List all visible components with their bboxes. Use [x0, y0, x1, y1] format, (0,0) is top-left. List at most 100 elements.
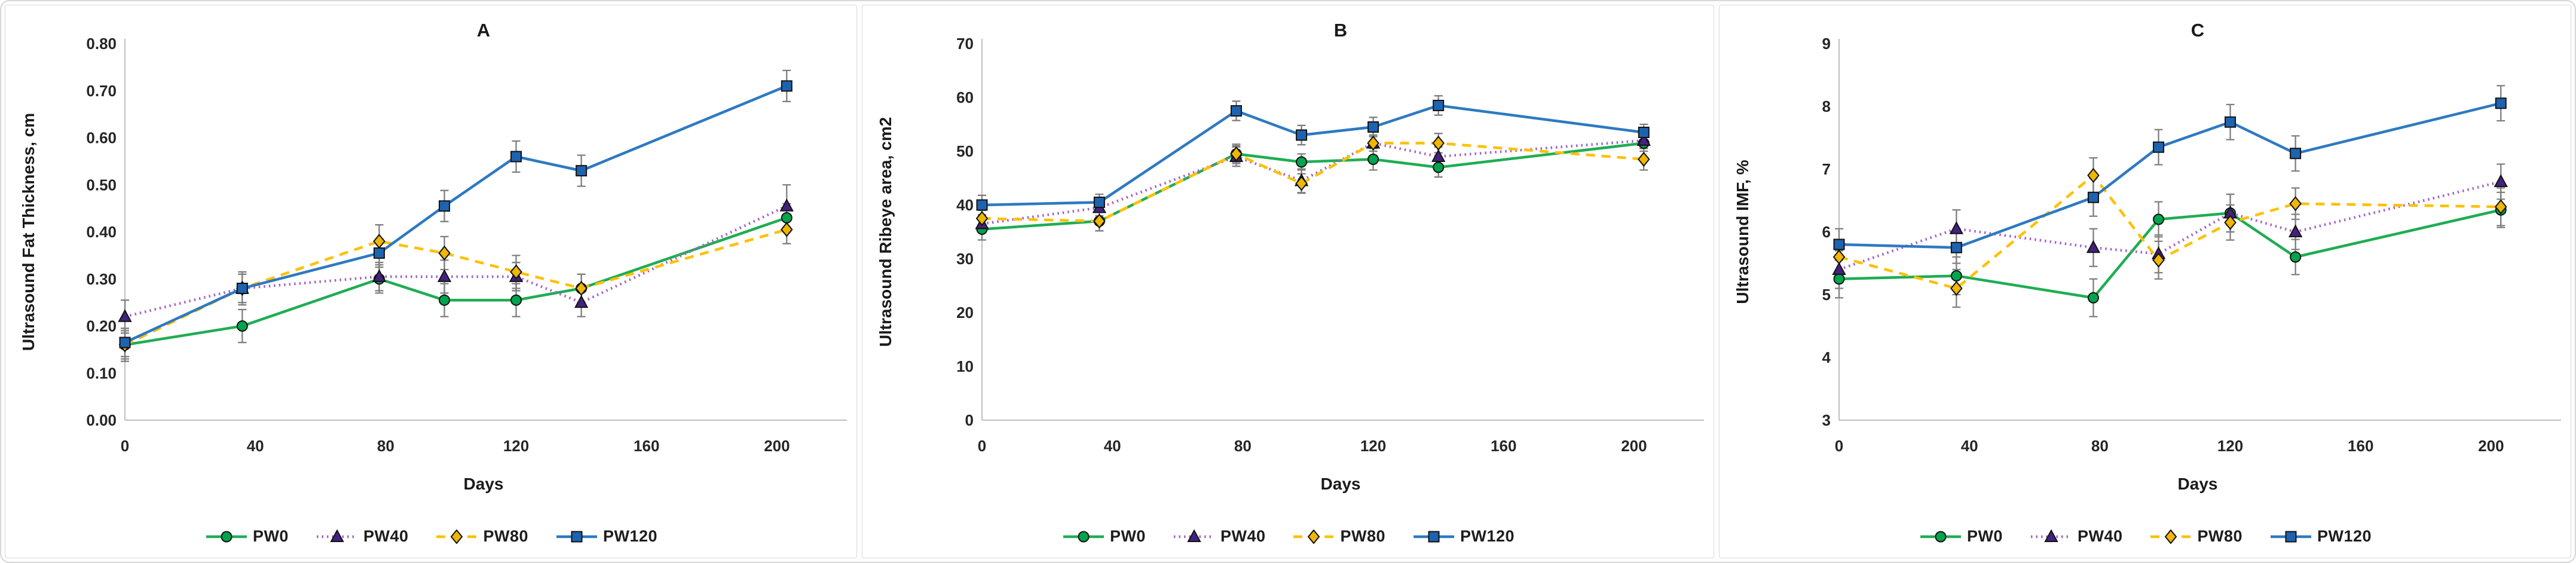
x-tick-label: 200	[764, 437, 790, 455]
x-tick-label: 0	[1835, 437, 1843, 455]
x-tick-label: 80	[1234, 437, 1252, 455]
y-tick-label: 9	[1822, 35, 1831, 53]
y-tick-label: 7	[1822, 160, 1831, 178]
marker-PW40-6	[2494, 174, 2508, 187]
marker-PW80-0	[975, 210, 989, 227]
x-tick-label: 0	[978, 437, 986, 455]
y-tick-label: 0.60	[86, 129, 117, 147]
marker-PW0-3	[2153, 213, 2165, 225]
x-tick-label: 0	[121, 437, 129, 455]
marker-PW120-4	[510, 151, 522, 163]
marker-PW80-6	[780, 222, 793, 237]
marker-PW0-3	[439, 294, 451, 306]
y-tick-label: 8	[1822, 97, 1831, 115]
marker-PW120-5	[1433, 100, 1445, 111]
x-tick-label: 80	[2091, 437, 2109, 455]
series-line-PW0	[1838, 209, 2501, 299]
marker-PW40-2	[2086, 240, 2101, 253]
chart-title: B	[1334, 20, 1347, 41]
marker-PW80-3	[438, 245, 451, 261]
y-tick-label: 0.80	[86, 35, 117, 53]
y-tick-label: 0.50	[86, 176, 117, 194]
y-tick-label: 3	[1822, 411, 1831, 429]
x-tick-label: 160	[1491, 437, 1516, 455]
x-axis-title: Days	[2178, 475, 2218, 493]
marker-PW80-5	[575, 280, 588, 296]
marker-PW80-6	[2494, 199, 2507, 215]
x-tick-label: 200	[2478, 437, 2504, 455]
marker-PW40-5	[2288, 224, 2303, 237]
marker-PW80-5	[2289, 196, 2302, 212]
marker-PW0-2	[2087, 292, 2099, 304]
y-axis-title: Ultrasound IMF, %	[1733, 160, 1752, 304]
series-line-PW0	[981, 142, 1644, 231]
y-tick-label: 0.30	[86, 270, 117, 288]
marker-PW120-3	[2153, 141, 2165, 153]
marker-PW40-0	[118, 309, 132, 322]
marker-PW0-1	[236, 320, 248, 332]
x-tick-label: 120	[503, 437, 529, 455]
marker-PW80-1	[1093, 213, 1106, 229]
marker-PW40-6	[779, 198, 794, 212]
marker-PW80-3	[2152, 252, 2165, 268]
y-axis-title: Ultrasound Fat Thickness, cm	[19, 113, 38, 351]
x-tick-label: 120	[1360, 437, 1386, 455]
x-tick-label: 160	[2348, 437, 2373, 455]
y-tick-label: 0.20	[86, 317, 117, 335]
marker-PW40-3	[437, 269, 452, 282]
y-tick-label: 4	[1822, 348, 1831, 366]
marker-PW40-5	[574, 295, 589, 308]
marker-PW80-4	[510, 264, 522, 280]
marker-PW120-1	[236, 283, 248, 294]
marker-PW80-3	[1295, 176, 1308, 191]
y-tick-label: 30	[956, 250, 974, 268]
marker-PW120-3	[1296, 129, 1308, 141]
marker-PW120-3	[439, 200, 451, 212]
marker-PW120-4	[1367, 121, 1379, 133]
y-tick-label: 0.10	[86, 364, 117, 382]
marker-PW80-2	[1230, 146, 1243, 162]
marker-PW120-5	[576, 165, 588, 177]
y-tick-label: 6	[1822, 223, 1831, 241]
x-tick-label: 120	[2217, 437, 2243, 455]
y-tick-label: 20	[956, 304, 974, 322]
marker-PW40-6	[1636, 133, 1651, 146]
marker-PW80-0	[1832, 249, 1846, 265]
x-tick-label: 40	[247, 437, 264, 455]
y-tick-label: 5	[1822, 286, 1831, 304]
y-tick-label: 0.00	[86, 411, 117, 429]
marker-PW80-4	[2224, 215, 2237, 230]
marker-PW80-6	[1637, 151, 1650, 167]
chart-a-plot: A 0.00 0.10 0.20 0.30 0.40 0.50 0.60 0.70 0.80 Ult…	[19, 20, 847, 493]
error-bars	[978, 95, 1648, 241]
error-bars	[121, 69, 791, 362]
y-tick-label: 0.40	[86, 223, 117, 241]
series-line-PW80	[124, 228, 787, 347]
x-axis-title: Days	[464, 475, 504, 493]
y-axis-title: Ultrasound Ribeye area, cm2	[876, 117, 895, 347]
marker-PW120-6	[1638, 127, 1650, 138]
marker-PW120-0	[119, 336, 131, 348]
marker-PW120-2	[1230, 105, 1242, 117]
marker-PW0-0	[1833, 273, 1845, 285]
y-tick-label: 0.70	[86, 82, 117, 100]
marker-PW120-4	[2225, 116, 2237, 128]
chart-c-plot: C 3 4 5 6 7 8 9 Ultrasound IMF, % 0 40 80 120 160 200 D…	[1733, 20, 2561, 493]
chart-panel-c: C 3 4 5 6 7 8 9 Ultrasound IMF, % 0 40 80 120 160 200 D…	[1719, 5, 2571, 558]
marker-PW120-2	[373, 247, 385, 259]
x-tick-label: 40	[1104, 437, 1121, 455]
x-tick-label: 160	[634, 437, 659, 455]
marker-PW40-0	[1832, 262, 1846, 275]
marker-PW40-1	[1949, 221, 1964, 234]
x-axis-title: Days	[1321, 475, 1361, 493]
marker-PW80-1	[1950, 280, 1963, 296]
marker-PW0-6	[781, 212, 793, 224]
chart-title: C	[2191, 20, 2204, 41]
y-tick-label: 60	[956, 88, 974, 106]
series-line-PW40	[1838, 180, 2501, 271]
marker-PW40-5	[1431, 149, 1446, 162]
marker-PW120-6	[2495, 97, 2507, 109]
y-tick-label: 50	[956, 142, 974, 160]
marker-PW0-5	[2290, 251, 2302, 263]
